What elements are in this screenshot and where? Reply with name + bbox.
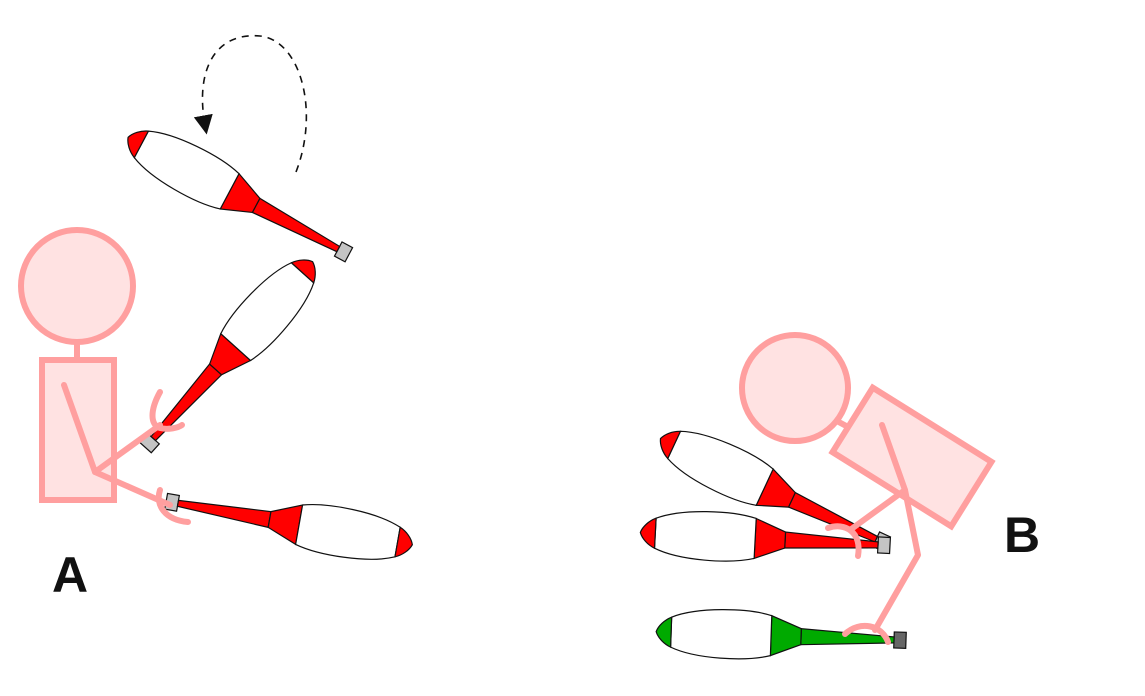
club-held-upper [126,244,332,465]
hand-lower-b [842,622,891,645]
rotation-arrow [193,35,308,173]
juggler-a [18,35,418,570]
club-held-lower [161,476,418,570]
hand-lower-a [155,487,191,525]
label-b: B [1004,507,1041,563]
club-b-middle [638,507,892,571]
torso-b [828,383,996,531]
label-a: A [52,547,89,603]
head-a [18,227,136,345]
hand-upper-b [825,523,862,559]
club-b-green [654,606,908,666]
club-airborne [116,115,361,277]
juggler-b [638,332,996,666]
head-b [739,332,851,444]
hand-upper-a [149,389,185,432]
arm-lower-b [872,487,921,633]
